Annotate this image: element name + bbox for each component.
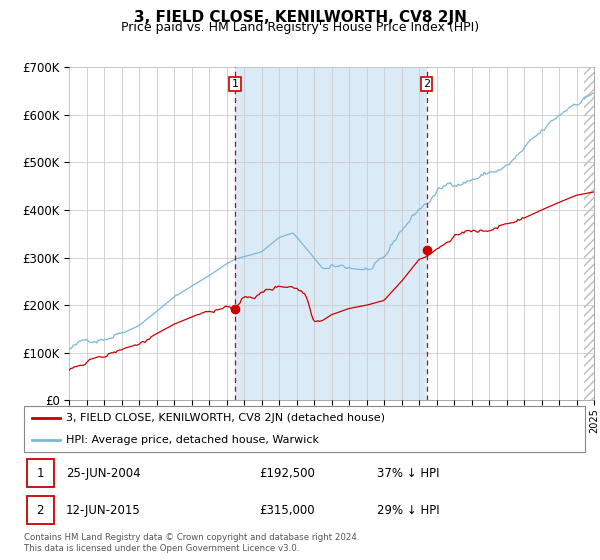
Bar bbox=[235, 67, 427, 400]
Text: 37% ↓ HPI: 37% ↓ HPI bbox=[377, 466, 440, 480]
Text: 12-JUN-2015: 12-JUN-2015 bbox=[66, 504, 141, 517]
Text: 3, FIELD CLOSE, KENILWORTH, CV8 2JN (detached house): 3, FIELD CLOSE, KENILWORTH, CV8 2JN (det… bbox=[66, 413, 385, 423]
Text: 1: 1 bbox=[232, 79, 238, 89]
Text: Price paid vs. HM Land Registry's House Price Index (HPI): Price paid vs. HM Land Registry's House … bbox=[121, 21, 479, 34]
Text: 2: 2 bbox=[37, 504, 44, 517]
Text: 2: 2 bbox=[423, 79, 430, 89]
Text: 1: 1 bbox=[37, 466, 44, 480]
Text: 25-JUN-2004: 25-JUN-2004 bbox=[66, 466, 140, 480]
Bar bbox=[427, 67, 594, 400]
Text: £192,500: £192,500 bbox=[260, 466, 316, 480]
Text: Contains HM Land Registry data © Crown copyright and database right 2024.
This d: Contains HM Land Registry data © Crown c… bbox=[24, 533, 359, 553]
Text: HPI: Average price, detached house, Warwick: HPI: Average price, detached house, Warw… bbox=[66, 435, 319, 445]
FancyBboxPatch shape bbox=[27, 496, 54, 524]
Text: 3, FIELD CLOSE, KENILWORTH, CV8 2JN: 3, FIELD CLOSE, KENILWORTH, CV8 2JN bbox=[134, 10, 466, 25]
FancyBboxPatch shape bbox=[24, 406, 585, 452]
FancyBboxPatch shape bbox=[27, 459, 54, 487]
Bar bbox=[584, 67, 594, 400]
Text: 29% ↓ HPI: 29% ↓ HPI bbox=[377, 504, 440, 517]
Text: £315,000: £315,000 bbox=[260, 504, 315, 517]
